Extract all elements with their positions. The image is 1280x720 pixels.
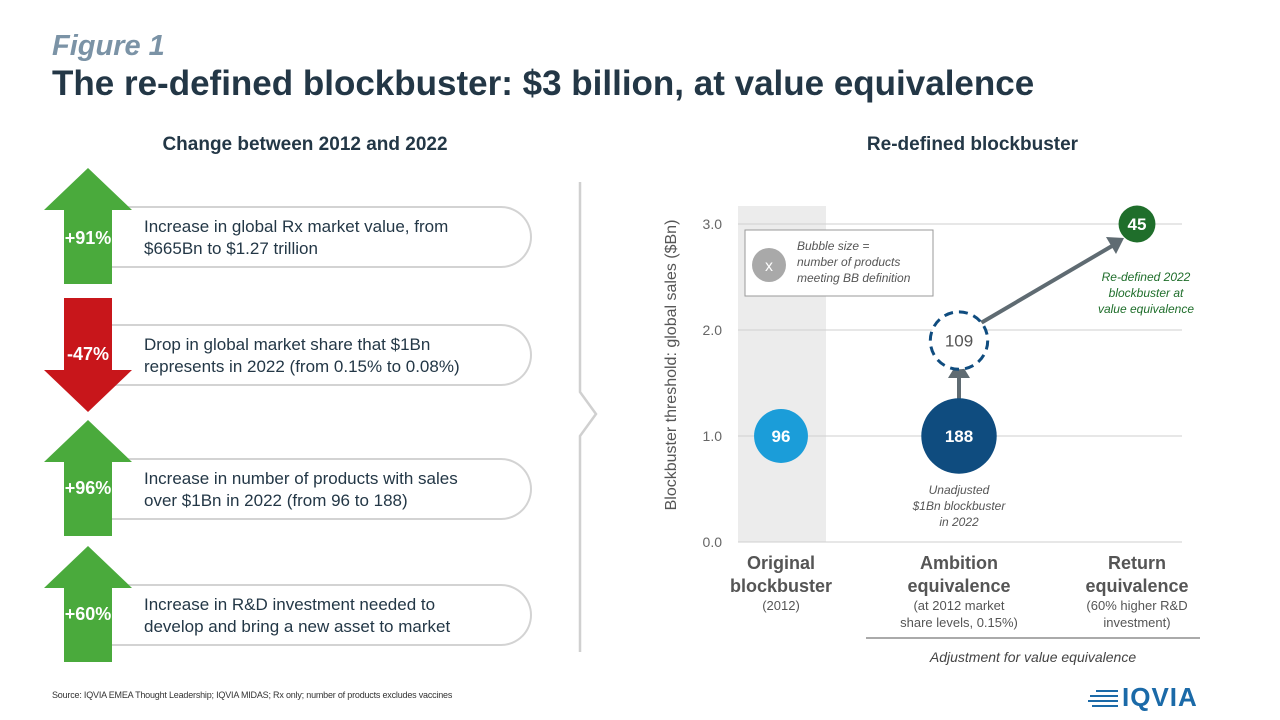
annotation-redefined: Re-defined 2022 blockbuster at value equ… — [1098, 270, 1194, 316]
legend-marker: x — [765, 258, 773, 275]
arrow-diagonal-head-icon — [1106, 237, 1124, 254]
annotation-line: blockbuster at — [1109, 286, 1184, 300]
x-category-sublabel: (60% higher R&D — [1086, 598, 1187, 613]
category-labels: Original blockbuster (2012) Ambition equival… — [730, 553, 1189, 630]
x-category-sublabel: share levels, 0.15%) — [900, 615, 1018, 630]
source-note: Source: IQVIA EMEA Thought Leadership; I… — [52, 690, 453, 700]
bubble-label: 188 — [945, 427, 973, 446]
stat-description-line: Drop in global market share that $1Bn — [144, 335, 431, 354]
annotation-line: Unadjusted — [929, 483, 990, 497]
stat-box — [112, 206, 532, 268]
page-title: The re-defined blockbuster: $3 billion, … — [52, 64, 1035, 103]
y-tick-label: 0.0 — [703, 534, 723, 550]
x-category-label: equivalence — [1085, 576, 1188, 596]
bubble-label: 96 — [772, 427, 791, 446]
x-category-label: Original — [747, 553, 815, 573]
stat-description-line: $665Bn to $1.27 trillion — [144, 239, 318, 258]
stat-value: -47% — [66, 344, 110, 364]
adjustment-label: Adjustment for value equivalence — [929, 649, 1136, 665]
figure-label: Figure 1 — [52, 30, 165, 62]
stat-row-rnd: +60% Increase in R&D investment needed t… — [42, 546, 534, 662]
stat-description-line: develop and bring a new asset to market — [144, 617, 451, 636]
bubble — [1118, 205, 1156, 243]
legend-text-line: meeting BB definition — [797, 271, 911, 285]
stat-row-products: +96% Increase in number of products with… — [42, 420, 534, 536]
x-category-sublabel: investment) — [1103, 615, 1170, 630]
legend-text-line: Bubble size = — [797, 239, 869, 253]
y-axis-label: Blockbuster threshold: global sales ($Bn… — [663, 220, 680, 511]
x-category-sublabel: (at 2012 market — [913, 598, 1004, 613]
chart-title: Re-defined blockbuster — [866, 134, 1079, 155]
bubble-dashed — [928, 310, 990, 371]
stat-description-line: Increase in R&D investment needed to — [144, 595, 436, 614]
stat-description-line: represents in 2022 (from 0.15% to 0.08%) — [144, 357, 460, 376]
stat-description: Increase in R&D investment needed to dev… — [144, 594, 450, 638]
stat-value: +96% — [64, 478, 112, 498]
stat-row-market-value: +91% Increase in global Rx market value,… — [42, 168, 534, 284]
stat-description: Increase in global Rx market value, from… — [144, 216, 448, 260]
legend-bubble-icon — [752, 248, 786, 282]
iqvia-logo: IQVIA — [1088, 682, 1213, 712]
x-category-label: blockbuster — [730, 576, 832, 596]
bubbles: 96 188 109 45 — [754, 205, 1156, 474]
annotation-line: in 2022 — [939, 515, 979, 529]
bubble-label: 45 — [1128, 215, 1147, 234]
panel-divider — [568, 182, 600, 652]
stat-value: +91% — [64, 228, 112, 248]
stat-description-line: Increase in number of products with sale… — [144, 469, 458, 488]
x-category-label: equivalence — [907, 576, 1010, 596]
stat-description-line: over $1Bn in 2022 (from 96 to 188) — [144, 491, 408, 510]
annotation-line: $1Bn blockbuster — [912, 499, 1007, 513]
legend-text-line: number of products — [797, 255, 900, 269]
stat-description: Drop in global market share that $1Bn re… — [144, 334, 460, 378]
iqvia-lines-icon — [1088, 690, 1118, 707]
arrow-diagonal-line — [972, 244, 1114, 329]
annotation-line: Re-defined 2022 — [1102, 270, 1191, 284]
annotation-unadjusted: Unadjusted $1Bn blockbuster in 2022 — [912, 483, 1007, 529]
stat-box — [112, 584, 532, 646]
annotation-line: value equivalence — [1098, 302, 1194, 316]
stat-description-line: Increase in global Rx market value, from — [144, 217, 449, 236]
stat-box — [112, 458, 532, 520]
bubble — [754, 409, 808, 463]
bubble — [921, 398, 997, 474]
y-tick-label: 1.0 — [703, 428, 723, 444]
x-category-label: Ambition — [920, 553, 998, 573]
bubble-chart: 0.0 1.0 2.0 3.0 Blockbuster threshold: glob… — [663, 205, 1200, 665]
y-tick-label: 3.0 — [703, 216, 723, 232]
stat-box — [112, 324, 532, 386]
stat-row-market-share: -47% Drop in global market share that $1… — [42, 298, 534, 412]
y-tick-labels: 0.0 1.0 2.0 3.0 — [703, 216, 723, 550]
stat-value: +60% — [64, 604, 112, 624]
x-category-label: Return — [1108, 553, 1166, 573]
connector-arrows — [948, 237, 1124, 412]
chart-legend: x Bubble size = number of products meeti… — [744, 229, 934, 297]
bubble-label: 109 — [945, 332, 973, 351]
x-category-sublabel: (2012) — [762, 598, 800, 613]
left-panel-title: Change between 2012 and 2022 — [162, 134, 448, 155]
stat-description: Increase in number of products with sale… — [144, 468, 458, 512]
y-tick-label: 2.0 — [703, 322, 723, 338]
logo-wordmark: IQVIA — [1122, 682, 1198, 712]
